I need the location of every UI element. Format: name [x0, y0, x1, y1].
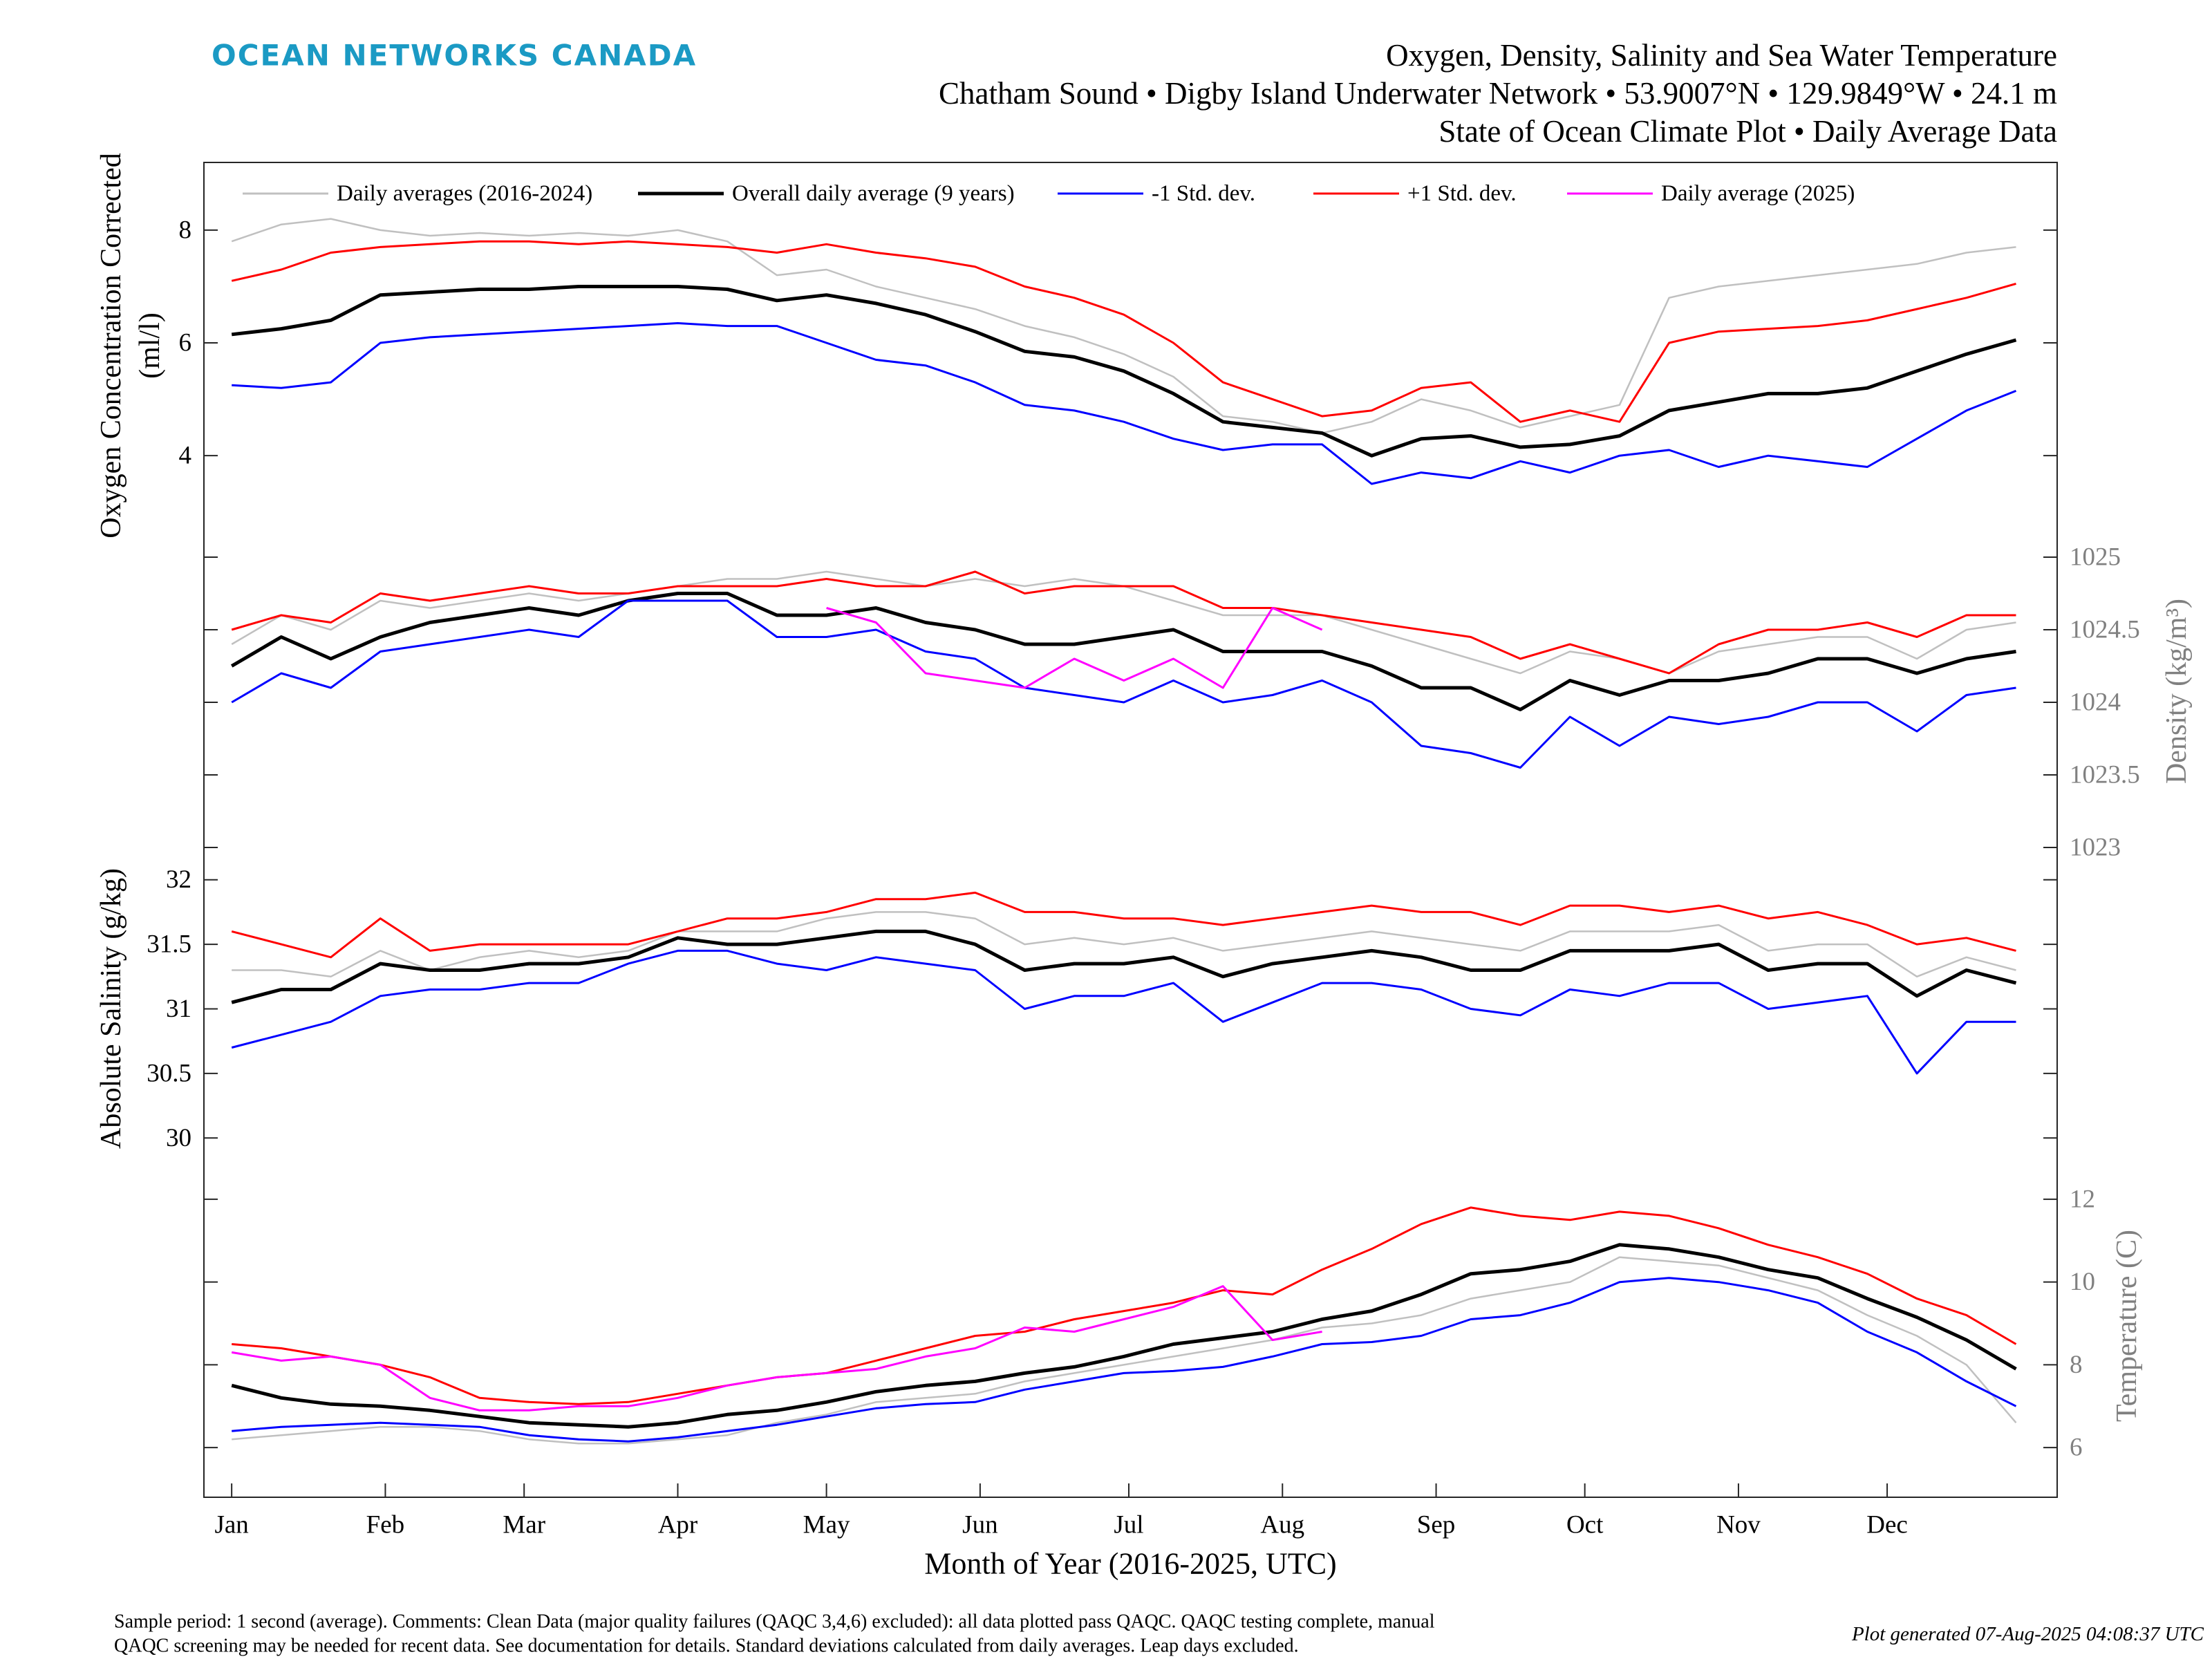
series-line [230, 592, 2016, 711]
series-line [232, 1277, 2017, 1443]
y-tick-label: 10 [2070, 1268, 2095, 1296]
series-line [231, 240, 2016, 423]
x-axis-label: Month of Year (2016-2025, UTC) [924, 1547, 1336, 1581]
y-tick-label: 31.5 [147, 930, 191, 959]
x-tick-label: Apr [658, 1511, 698, 1539]
y-tick-label: 1025 [2070, 543, 2121, 572]
y-axis-label: (ml/l) [134, 312, 166, 379]
series-line [232, 1206, 2017, 1405]
series-line [231, 285, 2017, 458]
y-tick-label: 1023.5 [2070, 761, 2140, 789]
series-line [231, 1285, 1322, 1412]
legend-label: Overall daily average (9 years) [732, 181, 1015, 206]
x-tick-label: Dec [1866, 1511, 1908, 1539]
y-tick-label: 30 [166, 1124, 191, 1152]
y-axis-label: Oxygen Concentration Corrected [95, 153, 127, 538]
x-tick-label: Aug [1260, 1511, 1304, 1539]
series-line [826, 607, 1323, 689]
legend-label: Daily average (2025) [1661, 181, 1855, 206]
footer-note: Sample period: 1 second (average). Comme… [114, 1611, 1435, 1633]
series-line [231, 1243, 2017, 1429]
title: Oxygen, Density, Salinity and Sea Water … [1386, 38, 2057, 73]
brand: OCEAN NETWORKS CANADA [212, 39, 697, 73]
footer-note: QAQC screening may be needed for recent … [114, 1635, 1299, 1657]
x-tick-label: Sep [1417, 1511, 1456, 1539]
subtitle: State of Ocean Climate Plot • Daily Aver… [1438, 114, 2057, 149]
y-tick-label: 32 [166, 865, 191, 894]
series-line [231, 929, 2017, 1004]
y-axis-label: Temperature (C) [2111, 1230, 2143, 1422]
legend-label: +1 Std. dev. [1407, 181, 1517, 206]
x-tick-label: Jan [214, 1511, 248, 1539]
generated: Plot generated 07-Aug-2025 04:08:37 UTC [1851, 1623, 2204, 1645]
y-axis-label: Absolute Salinity (g/kg) [95, 868, 127, 1149]
x-tick-label: Oct [1566, 1511, 1604, 1539]
series-line [232, 911, 2016, 978]
series-line [232, 322, 2017, 485]
y-tick-label: 8 [2070, 1351, 2083, 1379]
subtitle: Chatham Sound • Digby Island Underwater … [939, 76, 2057, 111]
series-line [231, 570, 2016, 675]
y-axis-label: Density (kg/m³) [2161, 599, 2193, 784]
y-tick-label: 1024 [2070, 688, 2121, 717]
y-tick-label: 6 [2070, 1434, 2083, 1462]
y-tick-label: 4 [179, 442, 192, 470]
x-tick-label: Feb [366, 1511, 405, 1539]
series-line [231, 599, 2016, 769]
x-tick-label: Jun [962, 1511, 997, 1539]
y-tick-label: 8 [179, 216, 192, 244]
series-line [231, 949, 2016, 1075]
x-tick-label: Jul [1114, 1511, 1143, 1539]
legend-label: -1 Std. dev. [1152, 181, 1255, 206]
y-tick-label: 12 [2070, 1185, 2095, 1213]
plot-frame [203, 162, 2058, 1498]
series-line [231, 218, 2016, 434]
y-tick-label: 31 [166, 995, 191, 1023]
legend-label: Daily averages (2016-2024) [337, 181, 592, 206]
series-line [232, 1256, 2017, 1445]
x-tick-label: Nov [1716, 1511, 1761, 1539]
y-tick-label: 30.5 [147, 1059, 191, 1087]
x-tick-label: May [803, 1511, 850, 1539]
y-tick-label: 1024.5 [2070, 616, 2140, 644]
y-tick-label: 1023 [2070, 834, 2121, 862]
series-line [231, 891, 2016, 959]
y-tick-label: 6 [179, 329, 192, 357]
x-tick-label: Mar [503, 1511, 545, 1539]
